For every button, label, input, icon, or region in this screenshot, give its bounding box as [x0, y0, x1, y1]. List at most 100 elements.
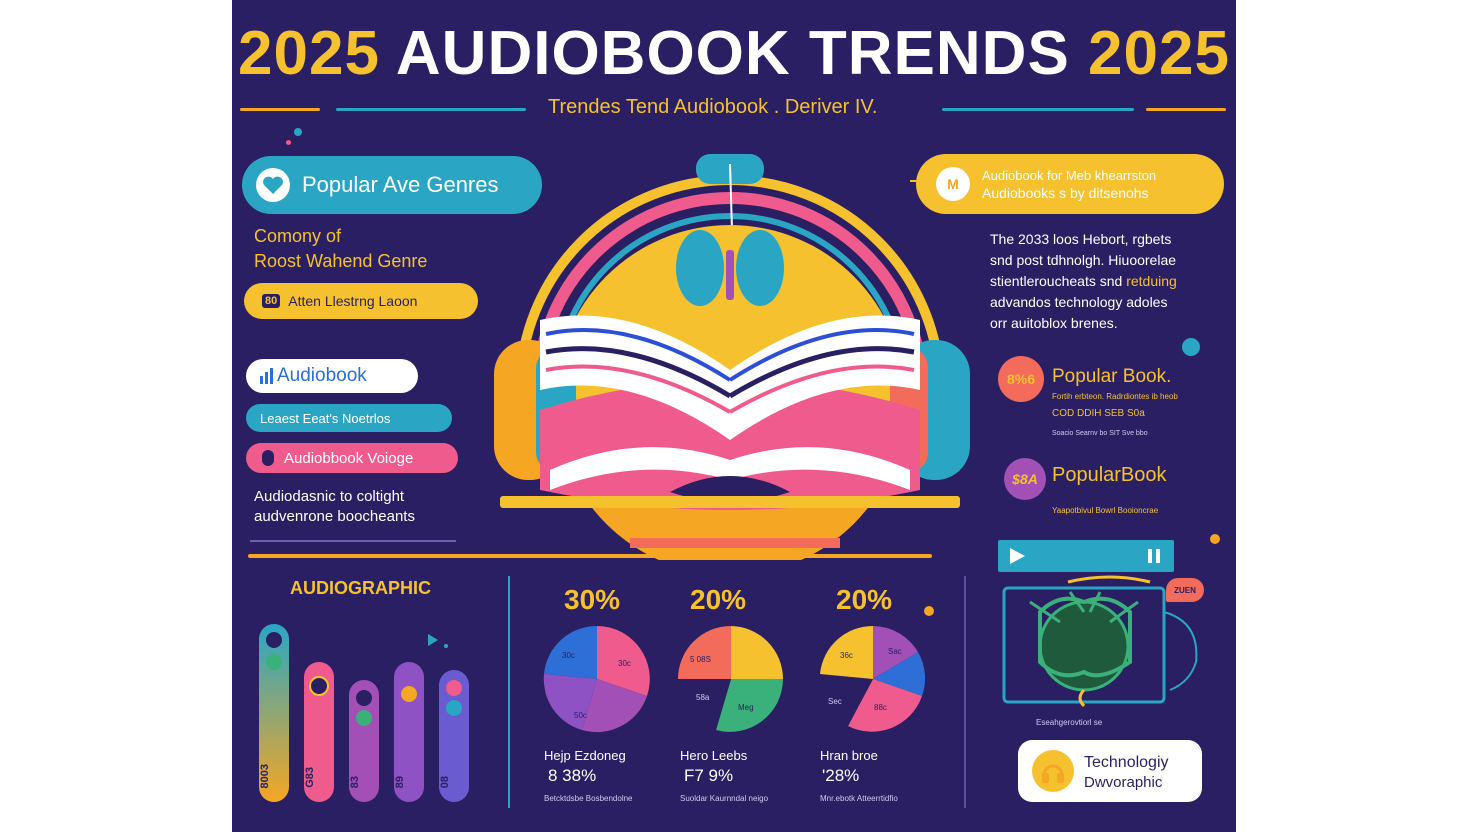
popular-book2-title: PopularBook	[1052, 464, 1167, 486]
pie-percentage: 20%	[690, 584, 747, 615]
callout-connector	[910, 180, 918, 182]
paragraph-line: orr auitoblox brenes.	[990, 315, 1118, 331]
audiographic-bar: 83	[349, 680, 379, 802]
left-desc-line1: Audiodasnic to coltight	[254, 488, 405, 505]
subtitle: Trendes Tend Audiobook . Deriver IV.	[548, 96, 878, 118]
callout-line1: Audiobook for Meb khearrston	[982, 167, 1157, 183]
pie-chart-1: 30c 30c 50c	[543, 625, 650, 733]
genres-pill-label: Popular Ave Genres	[302, 172, 499, 197]
bar-label: 83	[349, 775, 361, 788]
bar-label: 08	[439, 775, 451, 788]
popular-book-sub2: COD DDIH SEB S0a	[1052, 408, 1145, 419]
genres-pill[interactable]: Popular Ave Genres	[242, 156, 542, 214]
bar-dot	[356, 710, 372, 726]
title-divider	[240, 108, 320, 111]
audiographic-bar: G83	[304, 662, 334, 802]
decor-dot	[924, 606, 934, 616]
popular-book-sub1: Fortih erbteon. Radrdiontes ib heob	[1052, 392, 1178, 401]
popular-book-badge: 8%6	[998, 356, 1044, 402]
callout-line2: Audiobooks s by ditsenohs	[982, 184, 1149, 201]
pie-value: F7 9%	[684, 766, 734, 785]
pie-caption: Hero Leebs	[680, 748, 748, 763]
globe-monitor-illustration	[1002, 575, 1198, 708]
pie-slice-label: Sec	[828, 697, 842, 706]
pie-slice-label: 36c	[840, 651, 853, 660]
pie-value: '28%	[822, 766, 860, 785]
audiographic-bar: 08	[439, 670, 469, 802]
pie-slice-label: 50c	[574, 711, 587, 720]
voice-pill-label: Audiobbook Voioge	[284, 449, 414, 467]
title-divider	[336, 108, 526, 111]
technology-title: Technologiy	[1084, 754, 1169, 771]
popular-book2-badge: $8A	[1004, 458, 1046, 500]
section-divider	[248, 554, 932, 558]
left-desc-line2: audvenrone boocheants	[254, 508, 415, 525]
bar-dot	[266, 654, 282, 670]
pie-slice-label: 58a	[696, 693, 710, 702]
play-arrow-icon	[428, 634, 448, 648]
popular-book-title: Popular Book.	[1052, 366, 1172, 387]
pie-footer: Mnr.ebotk Atteerrtidfio	[820, 794, 898, 803]
pie-chart-2: 5 08S 58a Meg	[677, 626, 783, 732]
main-title: 2025 AUDIOBOOK TRENDS 2025	[232, 18, 1236, 89]
pie-footer: Betcktdsbe Bosbendolne	[544, 794, 633, 803]
pie-percentage: 30%	[564, 584, 621, 615]
bar-label: 89	[394, 775, 406, 788]
bar-dot	[309, 676, 329, 696]
title-year-left: 2025	[238, 19, 380, 88]
bar-label: G83	[304, 767, 316, 788]
bar-dot	[446, 700, 462, 716]
microphone-icon	[262, 450, 274, 466]
chat-bubble: ZUEN	[1166, 578, 1204, 602]
audiobook-callout-pill[interactable]: M Audiobook for Meb khearrston Audiobook…	[916, 154, 1224, 214]
title-year-right: 2025	[1088, 19, 1230, 88]
play-icon[interactable]	[1008, 547, 1026, 565]
monitor-caption: Eseahgerovtiorl se	[1036, 718, 1103, 727]
media-player-bar[interactable]	[998, 540, 1174, 572]
pie-chart-3: 36c Sac Sec 88c	[819, 625, 926, 732]
pie-caption: Hran broe	[820, 748, 878, 763]
decor-dot	[286, 140, 291, 145]
heart-icon	[256, 168, 290, 202]
book-icon: M	[936, 167, 970, 201]
headphones-book-illustration	[494, 154, 970, 560]
title-divider	[1146, 108, 1226, 111]
pie-slice-label: Sac	[888, 647, 902, 656]
technology-card[interactable]: Technologiy Dwvoraphic	[1018, 740, 1202, 802]
vertical-divider	[964, 576, 966, 808]
popular-book2-sub: Yaapotbivul Bowrl Booioncrae	[1052, 506, 1159, 515]
listening-pill-label: Atten Llestrng Laoon	[288, 293, 418, 309]
bar-dot	[446, 680, 462, 696]
pie-percentage: 20%	[836, 584, 893, 615]
listening-icon: 80	[262, 294, 281, 308]
divider	[250, 540, 456, 542]
listening-pill[interactable]: 80 Atten Llestrng Laoon	[244, 283, 478, 319]
decor-dot	[1210, 534, 1220, 544]
audiobook-pill[interactable]: Audiobook	[246, 359, 418, 393]
chat-bubble-text: ZUEN	[1174, 585, 1196, 595]
vertical-divider	[508, 576, 510, 808]
genre-caption-line1: Comony of	[254, 226, 342, 246]
audiobook-pill-label: Audiobook	[277, 365, 367, 386]
audiographic-label: AUDIOGRAPHIC	[290, 578, 432, 598]
pie-slice-label: 88c	[874, 703, 887, 712]
infographic-poster: 2025 AUDIOBOOK TRENDS 2025 Trendes Tend …	[232, 0, 1236, 832]
audiographic-bar: 8003	[259, 624, 289, 802]
voice-pill[interactable]: Audiobbook Voioge	[246, 443, 458, 473]
pause-icon[interactable]	[1146, 548, 1162, 564]
latest-pill[interactable]: Leaest Eeat's Noetrlos	[246, 404, 452, 432]
title-divider	[942, 108, 1134, 111]
pie-slice-label: 30c	[618, 659, 631, 668]
paragraph-line: snd post tdhnolgh. Hiuoorelae	[990, 252, 1177, 268]
pie-slice-label: Meg	[738, 703, 754, 712]
headphones-icon	[1032, 750, 1074, 792]
bar-dot	[266, 632, 282, 648]
title-text: AUDIOBOOK TRENDS	[395, 19, 1070, 88]
pie-footer: Suoldar Kaurnndal neigo	[680, 794, 769, 803]
decor-dot	[1182, 338, 1200, 356]
pie-value: 8 38%	[548, 766, 597, 785]
bar-dot	[401, 686, 417, 702]
paragraph-line: advandos technology adoles	[990, 294, 1168, 310]
pie-slice-label: 30c	[562, 651, 575, 660]
right-paragraph: The 2033 loos Hebort, rgbets snd post td…	[990, 229, 1177, 334]
